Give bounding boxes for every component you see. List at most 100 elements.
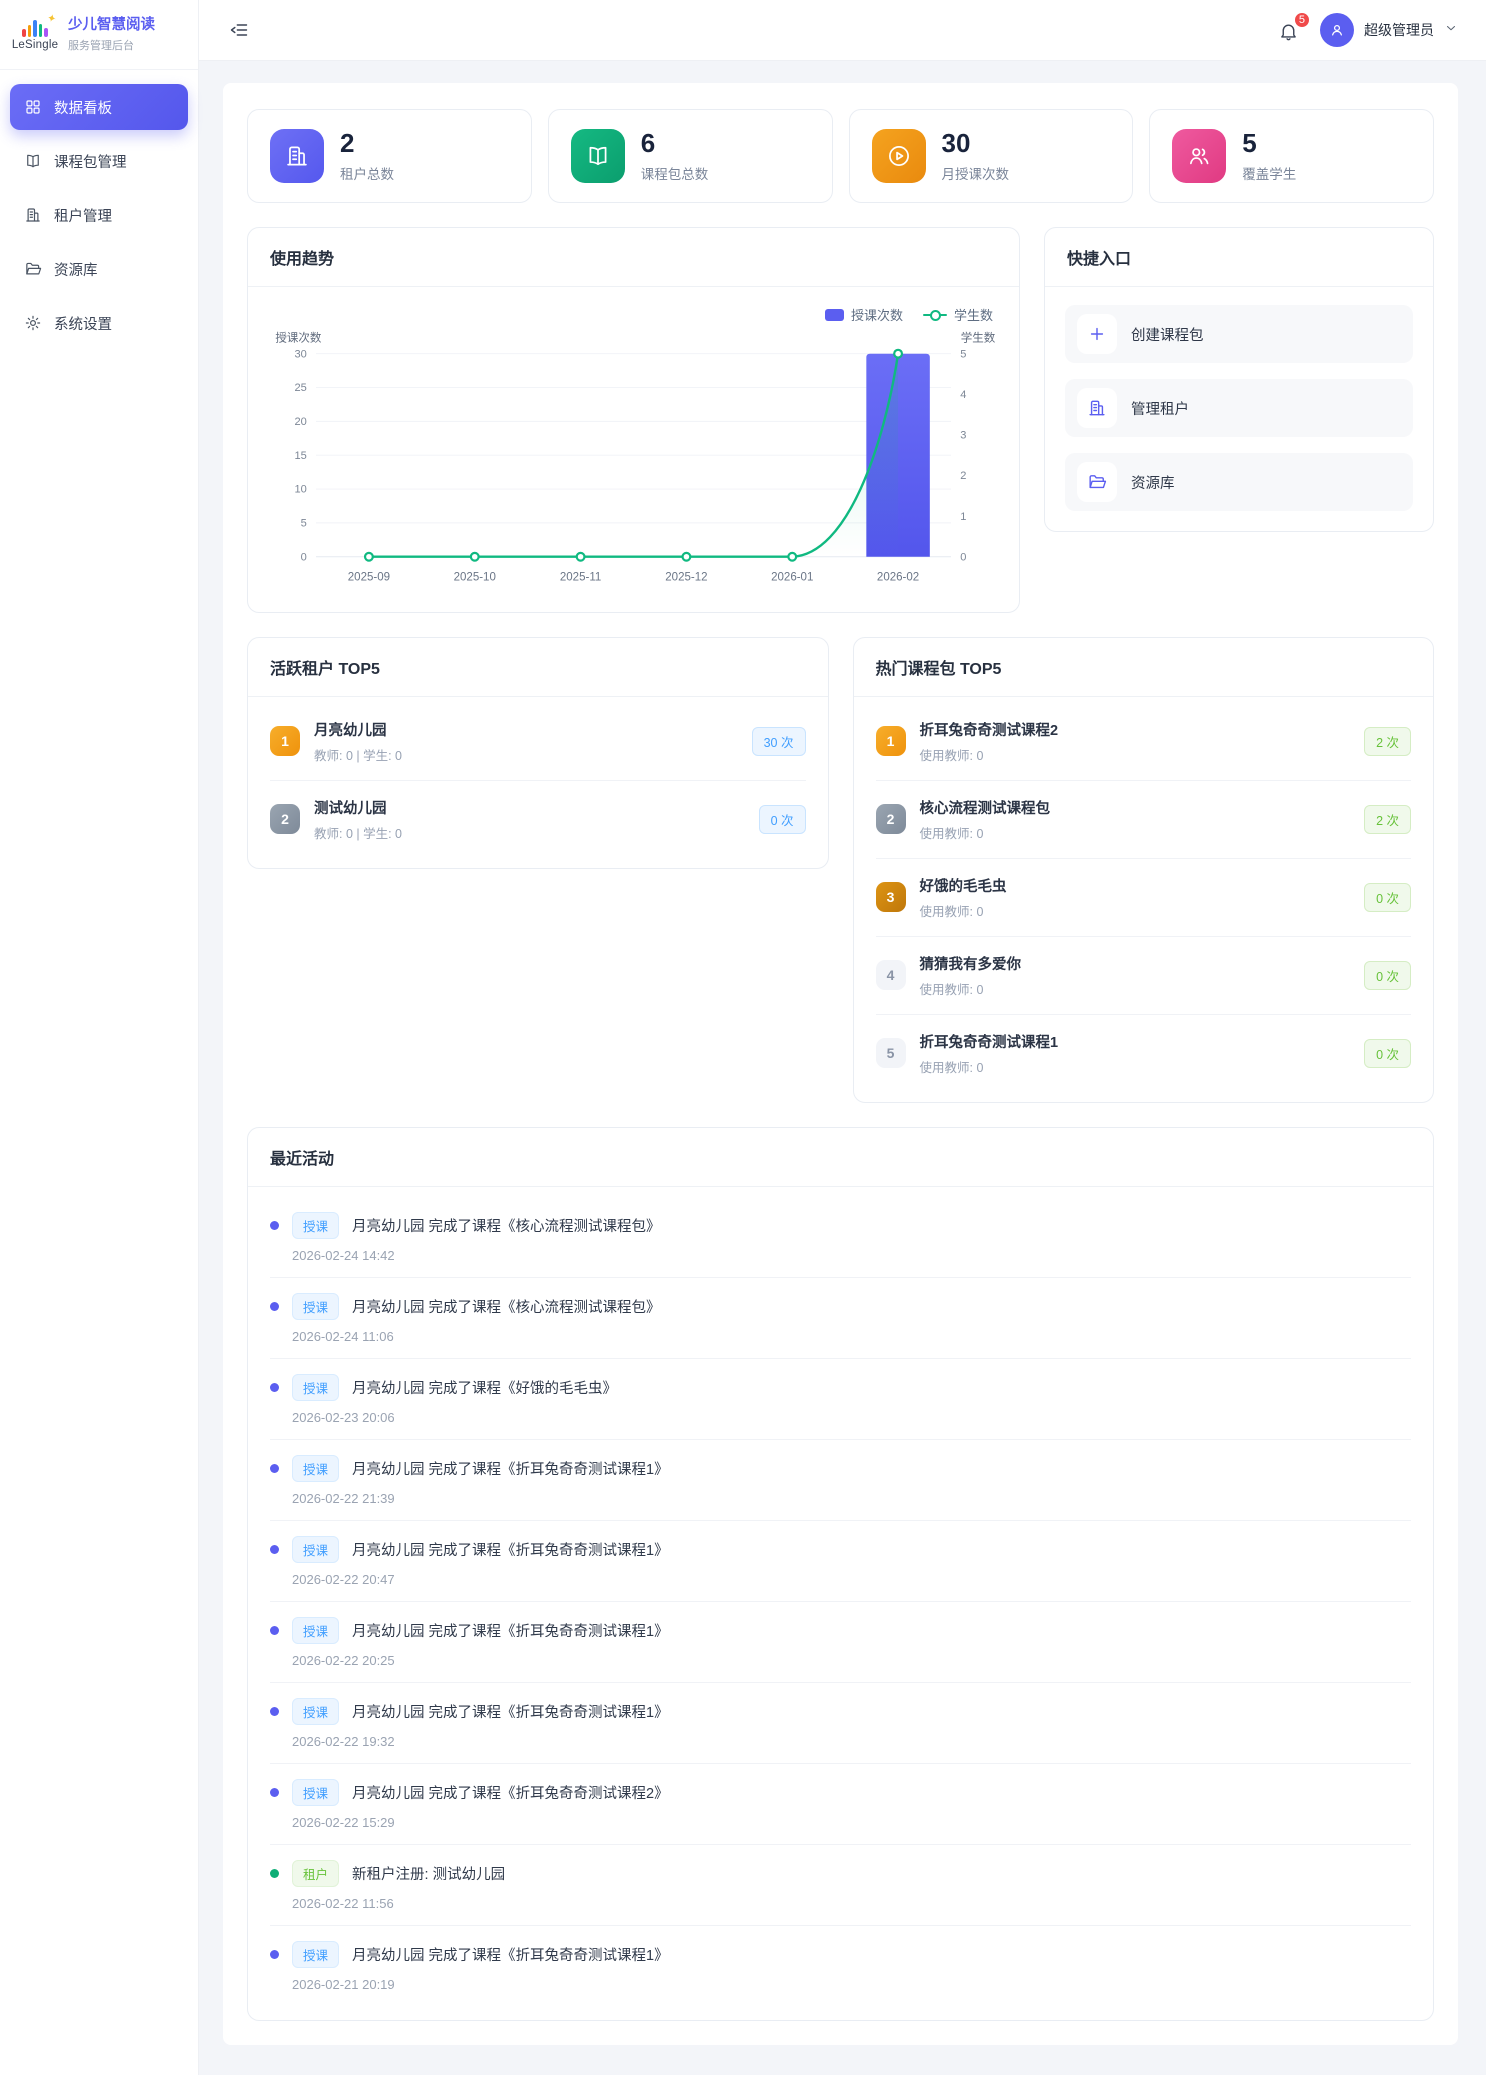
stat-card-students: 5 覆盖学生 — [1149, 109, 1434, 203]
stat-label: 租户总数 — [340, 166, 394, 182]
activity-text: 月亮幼儿园 完成了课程《折耳兔奇奇测试课程1》 — [352, 1542, 669, 1559]
sidebar-item-settings[interactable]: 系统设置 — [10, 300, 188, 346]
stats-row: 2 租户总数 6 课程包总数 — [247, 109, 1434, 203]
svg-text:0: 0 — [301, 551, 307, 563]
rank-badge: 1 — [270, 726, 300, 756]
activity-tag: 授课 — [292, 1778, 340, 1806]
activity-text: 月亮幼儿园 完成了课程《折耳兔奇奇测试课程2》 — [352, 1785, 669, 1802]
svg-text:2025-12: 2025-12 — [665, 572, 707, 584]
activity-time: 2026-02-22 21:39 — [292, 1490, 395, 1506]
notification-badge: 5 — [1292, 11, 1311, 29]
rank-badge: 3 — [875, 882, 906, 912]
stat-value: 30 — [941, 128, 971, 159]
activity-dot-icon — [270, 1706, 279, 1716]
activity-time: 2026-02-23 20:06 — [292, 1409, 395, 1425]
active-tenants-title: 活跃租户 TOP5 — [248, 638, 828, 697]
activity-row: 授课 月亮幼儿园 完成了课程《折耳兔奇奇测试课程1》 2026-02-22 20… — [270, 1602, 1411, 1683]
book-icon — [570, 129, 625, 183]
package-name: 核心流程测试课程包 — [919, 800, 1051, 817]
brand-subtitle: 服务管理后台 — [68, 39, 134, 52]
svg-text:授课次数: 授课次数 — [275, 331, 322, 345]
quick-entry-manage-tenants[interactable]: 管理租户 — [1065, 379, 1413, 437]
activity-text: 月亮幼儿园 完成了课程《折耳兔奇奇测试课程1》 — [352, 1623, 669, 1640]
notification-button[interactable]: 5 — [1278, 11, 1311, 43]
rank-badge: 4 — [875, 960, 906, 990]
svg-text:学生数: 学生数 — [961, 331, 996, 345]
quick-entry-title: 快捷入口 — [1045, 228, 1433, 287]
sidebar-item-label: 课程包管理 — [54, 154, 127, 171]
sidebar-item-tenants[interactable]: 租户管理 — [10, 192, 188, 238]
brand-logo: ✦ LeSingle — [12, 11, 58, 50]
building-icon — [270, 129, 324, 183]
stat-label: 月授课次数 — [941, 166, 1010, 182]
activity-text: 新租户注册: 测试幼儿园 — [352, 1866, 506, 1883]
legend-item-lessons: 授课次数 — [824, 305, 903, 324]
activity-row: 授课 月亮幼儿园 完成了课程《好饿的毛毛虫》 2026-02-23 20:06 — [270, 1359, 1411, 1440]
quick-entry-create-package[interactable]: 创建课程包 — [1065, 305, 1413, 363]
quick-entry-resources[interactable]: 资源库 — [1065, 453, 1413, 511]
sidebar-item-dashboard[interactable]: 数据看板 — [10, 84, 188, 130]
sidebar-item-course-packages[interactable]: 课程包管理 — [10, 138, 188, 184]
activity-time: 2026-02-24 11:06 — [292, 1328, 394, 1344]
stat-label: 覆盖学生 — [1242, 166, 1297, 182]
activity-text: 月亮幼儿园 完成了课程《折耳兔奇奇测试课程1》 — [352, 1704, 669, 1721]
sidebar-menu: 数据看板 课程包管理 租户管理 资源库 系统设置 — [0, 70, 198, 368]
activity-row: 授课 月亮幼儿园 完成了课程《核心流程测试课程包》 2026-02-24 11:… — [270, 1278, 1411, 1359]
dashboard-panel: 2 租户总数 6 课程包总数 — [223, 83, 1458, 2045]
activity-time: 2026-02-24 14:42 — [292, 1247, 395, 1263]
building-icon — [26, 208, 40, 222]
quick-entry-card: 快捷入口 创建课程包 管理租户 资源库 — [1044, 227, 1434, 532]
tenant-rank-row: 1 月亮幼儿园 教师: 0 | 学生: 0 30 次 — [270, 703, 806, 781]
activity-row: 授课 月亮幼儿园 完成了课程《折耳兔奇奇测试课程1》 2026-02-22 20… — [270, 1521, 1411, 1602]
folder-icon — [1077, 462, 1117, 502]
sidebar-item-resources[interactable]: 资源库 — [10, 246, 188, 292]
usage-count-pill: 0 次 — [1364, 882, 1411, 912]
menu-fold-icon — [230, 24, 248, 36]
package-name: 折耳兔奇奇测试课程2 — [919, 722, 1059, 739]
hot-packages-title: 热门课程包 TOP5 — [853, 638, 1433, 697]
activity-time: 2026-02-22 11:56 — [292, 1895, 394, 1911]
activity-tag: 授课 — [292, 1454, 340, 1482]
activity-time: 2026-02-22 15:29 — [292, 1814, 395, 1830]
activity-row: 授课 月亮幼儿园 完成了课程《折耳兔奇奇测试课程1》 2026-02-22 19… — [270, 1683, 1411, 1764]
tenant-name: 测试幼儿园 — [314, 800, 387, 817]
activity-tag: 租户 — [292, 1859, 340, 1887]
recent-activity-title: 最近活动 — [248, 1128, 1433, 1187]
stat-value: 2 — [340, 128, 355, 159]
usage-trend-card: 使用趋势 授课次数 学生数 0 5 10 15 20 25 30 0 1 2 3 4 5 授课次数 学生数 2… — [247, 227, 1020, 613]
activity-tag: 授课 — [292, 1697, 340, 1725]
tenant-rank-row: 2 测试幼儿园 教师: 0 | 学生: 0 0 次 — [270, 781, 806, 858]
usage-count-pill: 0 次 — [1364, 960, 1411, 990]
rank-badge: 2 — [875, 804, 906, 834]
package-rank-row: 4 猜猜我有多爱你 使用教师: 0 0 次 — [875, 937, 1411, 1015]
activity-time: 2026-02-22 20:47 — [292, 1571, 395, 1587]
building-icon — [1077, 388, 1117, 428]
usage-trend-chart: 0 5 10 15 20 25 30 0 1 2 3 4 5 授课次数 学生数 2025-09 2025-10 2… — [275, 331, 996, 584]
package-meta: 使用教师: 0 — [919, 826, 984, 841]
activity-text: 月亮幼儿园 完成了课程《好饿的毛毛虫》 — [352, 1380, 618, 1397]
svg-text:2025-11: 2025-11 — [560, 572, 601, 584]
main-content: 2 租户总数 6 课程包总数 — [199, 61, 1486, 2075]
rank-badge: 5 — [875, 1038, 906, 1068]
package-meta: 使用教师: 0 — [919, 982, 984, 997]
usage-count-pill: 0 次 — [1364, 1038, 1411, 1068]
stat-label: 课程包总数 — [640, 166, 709, 182]
stat-card-packages: 6 课程包总数 — [547, 109, 833, 203]
user-name: 超级管理员 — [1364, 22, 1434, 38]
activity-tag: 授课 — [292, 1292, 340, 1320]
folder-icon — [26, 262, 42, 275]
bar-legend-swatch — [824, 308, 844, 321]
package-name: 折耳兔奇奇测试课程1 — [919, 1034, 1059, 1051]
package-meta: 使用教师: 0 — [919, 1060, 984, 1075]
topbar: 5 超级管理员 — [199, 0, 1486, 61]
activity-time: 2026-02-22 20:25 — [292, 1652, 395, 1668]
activity-dot-icon — [270, 1787, 279, 1797]
hot-packages-card: 热门课程包 TOP5 1 折耳兔奇奇测试课程2 使用教师: 0 2 次 2 — [852, 636, 1434, 1103]
package-name: 好饿的毛毛虫 — [919, 878, 1007, 895]
user-menu[interactable]: 超级管理员 — [1320, 13, 1458, 47]
svg-text:5: 5 — [301, 518, 307, 530]
chart-legend: 授课次数 学生数 — [268, 301, 999, 326]
svg-text:3: 3 — [960, 430, 966, 442]
activity-dot-icon — [270, 1868, 279, 1878]
sidebar-collapse-button[interactable] — [225, 16, 253, 44]
